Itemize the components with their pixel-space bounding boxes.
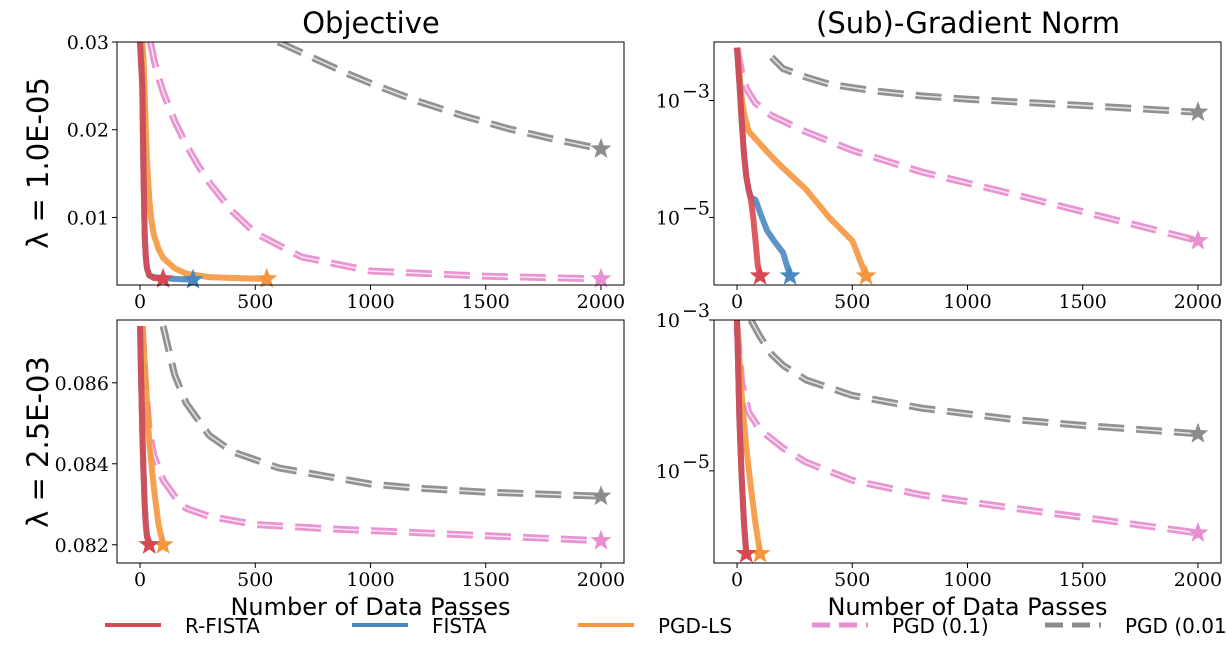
legend-label: PGD (0.01) (1125, 614, 1226, 638)
legend-item-pgd-ls: PGD-LS (578, 614, 732, 638)
x-tick-label: 0 (731, 291, 743, 313)
y-tick-exponent: −3 (682, 80, 710, 102)
x-tick-label: 0 (731, 569, 743, 591)
series-line-r-fista (137, 326, 153, 546)
end-marker-pgd-ls (152, 533, 174, 554)
y-tick-label: 10 (656, 461, 680, 483)
series-line-r-fista (734, 320, 750, 554)
series-line-r-fista (137, 42, 164, 282)
end-marker-pgd-0-1 (590, 267, 612, 288)
y-tick-exponent: −3 (682, 300, 710, 322)
end-marker-pgd-0-1 (1187, 229, 1209, 250)
x-tick-label: 2000 (577, 569, 625, 591)
y-tick-label: 0.084 (55, 454, 109, 476)
y-tick-exponent: −5 (682, 197, 710, 219)
y-tick-label: 10 (656, 90, 680, 112)
end-marker-pgd-ls (855, 264, 877, 285)
end-marker-pgd-0-01 (590, 138, 612, 158)
x-tick-label: 500 (834, 291, 870, 313)
y-tick-label: 0.03 (67, 32, 109, 54)
series-line-r-fista (734, 47, 764, 277)
plot-frame (713, 41, 1222, 286)
legend-item-r-fista: R-FISTA (105, 614, 260, 638)
x-tick-label: 1000 (943, 291, 991, 313)
x-axis-label: Number of Data Passes (230, 593, 510, 621)
x-tick-label: 500 (237, 569, 273, 591)
series-line-pgd-ls (139, 325, 167, 546)
series-line-pgd-0-01 (747, 320, 1199, 438)
x-tick-label: 2000 (1174, 291, 1222, 313)
legend-item-pgd-0-1: PGD (0.1) (812, 614, 989, 638)
x-tick-label: 1000 (346, 569, 394, 591)
column-title-objective: Objective (302, 6, 440, 40)
end-marker-pgd-0-1 (1187, 522, 1209, 542)
end-marker-pgd-0-1 (590, 529, 612, 550)
end-marker-fista (182, 268, 204, 289)
x-tick-label: 0 (134, 569, 146, 591)
row-label-lambda-2: λ = 2.5E-03 (21, 356, 55, 528)
panel-1: 0 500 1000 1500 2000 0.01 0.02 0.03 (67, 32, 625, 313)
end-marker-pgd-0-01 (1187, 101, 1209, 122)
y-tick-exponent: −5 (682, 451, 710, 473)
end-marker-pgd-0-01 (590, 485, 612, 506)
legend-label: R-FISTA (185, 614, 260, 638)
x-tick-label: 500 (834, 569, 870, 591)
end-marker-pgd-ls (256, 267, 278, 288)
x-tick-label: 1000 (346, 291, 394, 313)
column-title-gradient-norm: (Sub)-Gradient Norm (816, 6, 1120, 40)
end-marker-pgd-0-01 (1187, 422, 1209, 443)
series-line-pgd-0-1 (146, 42, 602, 283)
row-label-lambda-1: λ = 1.0E-05 (21, 77, 55, 249)
legend: R-FISTA FISTA PGD-LS PGD (0.1) PGD (0.01) (105, 614, 1226, 638)
legend-item-fista: FISTA (352, 614, 487, 638)
x-tick-label: 0 (134, 291, 146, 313)
y-tick-label: 0.02 (67, 120, 109, 142)
end-marker-r-fista (749, 264, 771, 285)
x-tick-label: 1500 (462, 291, 510, 313)
x-tick-label: 1500 (1059, 569, 1107, 591)
y-tick-label: 0.082 (55, 535, 109, 557)
legend-item-pgd-0-01: PGD (0.01) (1045, 614, 1226, 638)
x-tick-label: 1500 (462, 569, 510, 591)
y-tick-label: 0.01 (67, 207, 109, 229)
end-marker-r-fista (735, 542, 757, 563)
x-tick-label: 1500 (1059, 291, 1107, 313)
legend-label: PGD-LS (658, 614, 732, 638)
y-tick-label: 10 (656, 207, 680, 229)
y-tick-label: 0.086 (55, 373, 109, 395)
y-tick-label: 10 (656, 310, 680, 332)
x-tick-label: 2000 (1174, 569, 1222, 591)
end-marker-pgd-ls (749, 542, 771, 563)
series-line-pgd-0-01 (276, 42, 602, 153)
end-marker-fista (779, 264, 801, 285)
x-tick-label: 1000 (943, 569, 991, 591)
panel-3: 0 500 1000 1500 2000 0.082 0.084 0.086 Number of… (55, 319, 625, 621)
x-tick-label: 2000 (577, 291, 625, 313)
x-axis-label: Number of Data Passes (827, 593, 1107, 621)
plot-frame (116, 319, 625, 564)
series-line-pgd-0-01 (159, 325, 602, 500)
legend-label: PGD (0.1) (892, 614, 989, 638)
end-marker-r-fista (152, 267, 174, 288)
end-marker-r-fista (138, 533, 160, 554)
series-line-pgd-ls (139, 42, 267, 282)
x-tick-label: 500 (237, 291, 273, 313)
legend-label: FISTA (432, 614, 487, 638)
